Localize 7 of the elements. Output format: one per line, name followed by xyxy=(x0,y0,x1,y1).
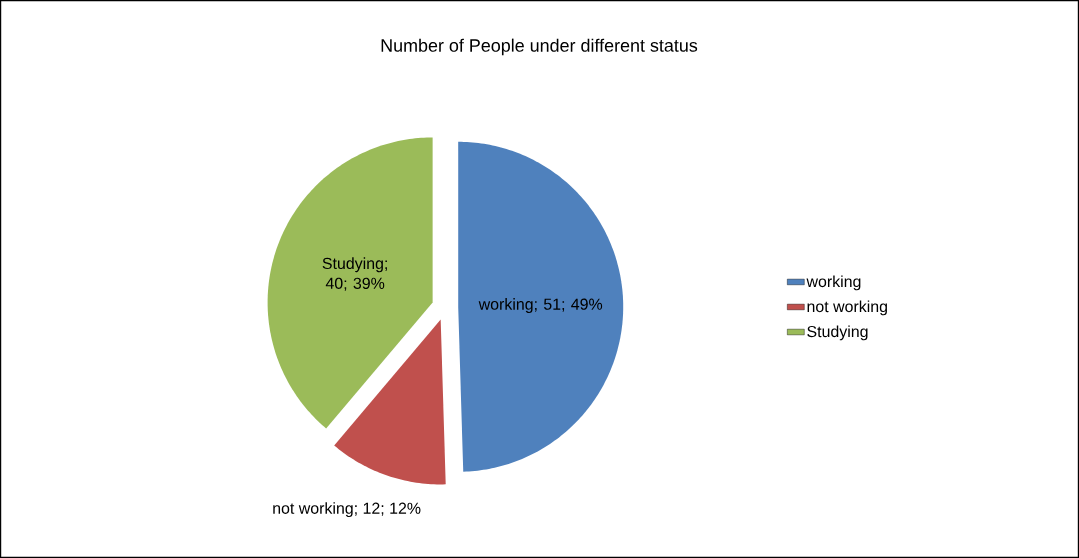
legend-label: working xyxy=(806,275,861,291)
data-label: Studying; 40; 39% xyxy=(322,257,387,291)
data-label: working; 51; 49% xyxy=(478,298,603,313)
chart-title: Number of People under different status xyxy=(381,38,698,56)
legend-label: not working xyxy=(807,300,887,316)
data-label: not working; 12; 12% xyxy=(273,502,421,518)
legend-label: Studying xyxy=(807,325,868,341)
